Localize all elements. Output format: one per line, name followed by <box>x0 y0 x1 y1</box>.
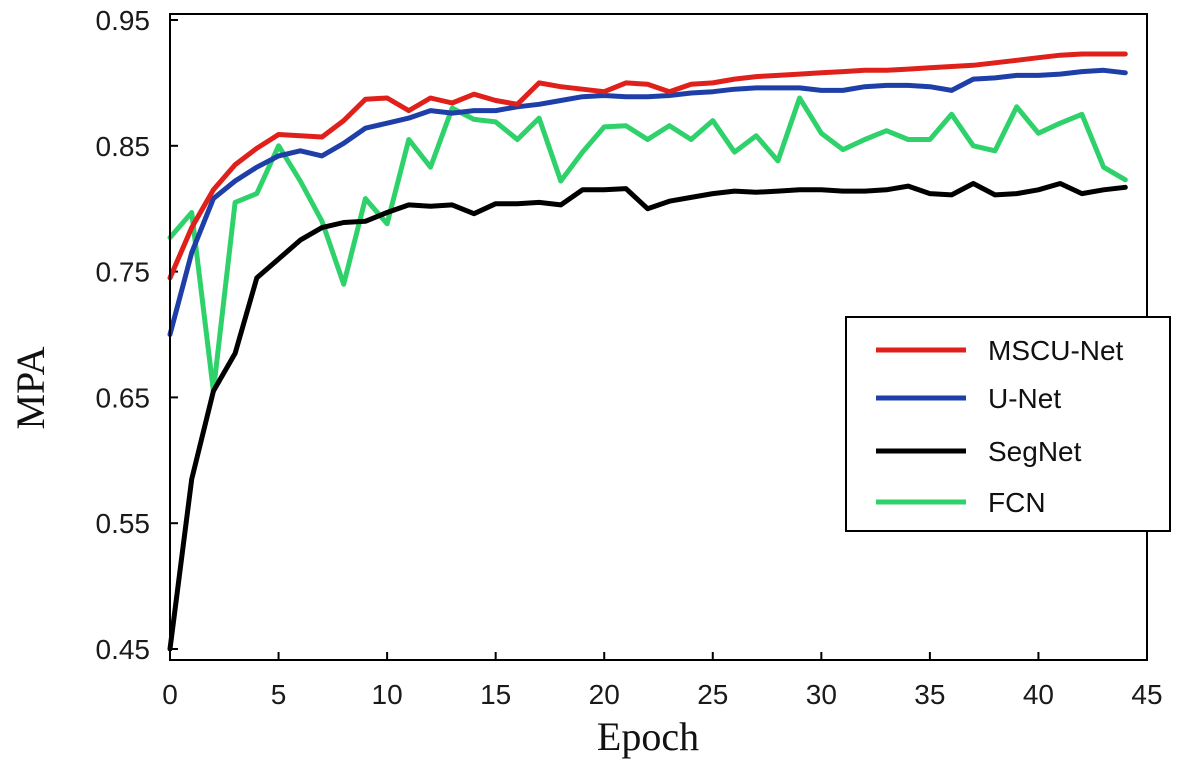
x-tick-label: 35 <box>914 679 945 710</box>
x-tick-label: 45 <box>1131 679 1162 710</box>
legend-label-mscu-net: MSCU-Net <box>988 335 1124 366</box>
x-tick-label: 10 <box>372 679 403 710</box>
y-tick-label: 0.85 <box>96 131 151 162</box>
legend: MSCU-Net U-Net SegNet FCN <box>845 316 1171 532</box>
legend-box <box>845 316 1171 532</box>
y-tick-label: 0.55 <box>96 508 151 539</box>
y-tick-label: 0.45 <box>96 634 151 665</box>
y-tick-label: 0.95 <box>96 5 151 36</box>
legend-label-u-net: U-Net <box>988 383 1061 414</box>
series-line-segnet <box>167 181 1128 652</box>
series-line-fcn <box>167 95 1128 394</box>
x-tick-label: 25 <box>697 679 728 710</box>
x-axis-title: Epoch <box>597 714 699 759</box>
series-lines <box>167 51 1128 652</box>
x-tick-label: 0 <box>162 679 178 710</box>
y-tick-label: 0.75 <box>96 257 151 288</box>
legend-entries: MSCU-Net U-Net SegNet FCN <box>876 335 1124 518</box>
legend-label-segnet: SegNet <box>988 436 1082 467</box>
series-line-u-net <box>167 67 1128 337</box>
x-tick-label: 5 <box>271 679 287 710</box>
y-tick-label: 0.65 <box>96 382 151 413</box>
legend-label-fcn: FCN <box>988 487 1046 518</box>
x-tick-label: 30 <box>806 679 837 710</box>
x-tick-label: 15 <box>480 679 511 710</box>
y-axis-title: MPA <box>8 346 53 429</box>
x-tick-label: 20 <box>589 679 620 710</box>
x-tick-label: 40 <box>1023 679 1054 710</box>
series-line-mscu-net <box>167 51 1128 281</box>
tick-labels: 0 5 10 15 20 25 30 35 40 45 0.45 0.55 0.65 0.75 0.85 0.… <box>96 5 1163 710</box>
